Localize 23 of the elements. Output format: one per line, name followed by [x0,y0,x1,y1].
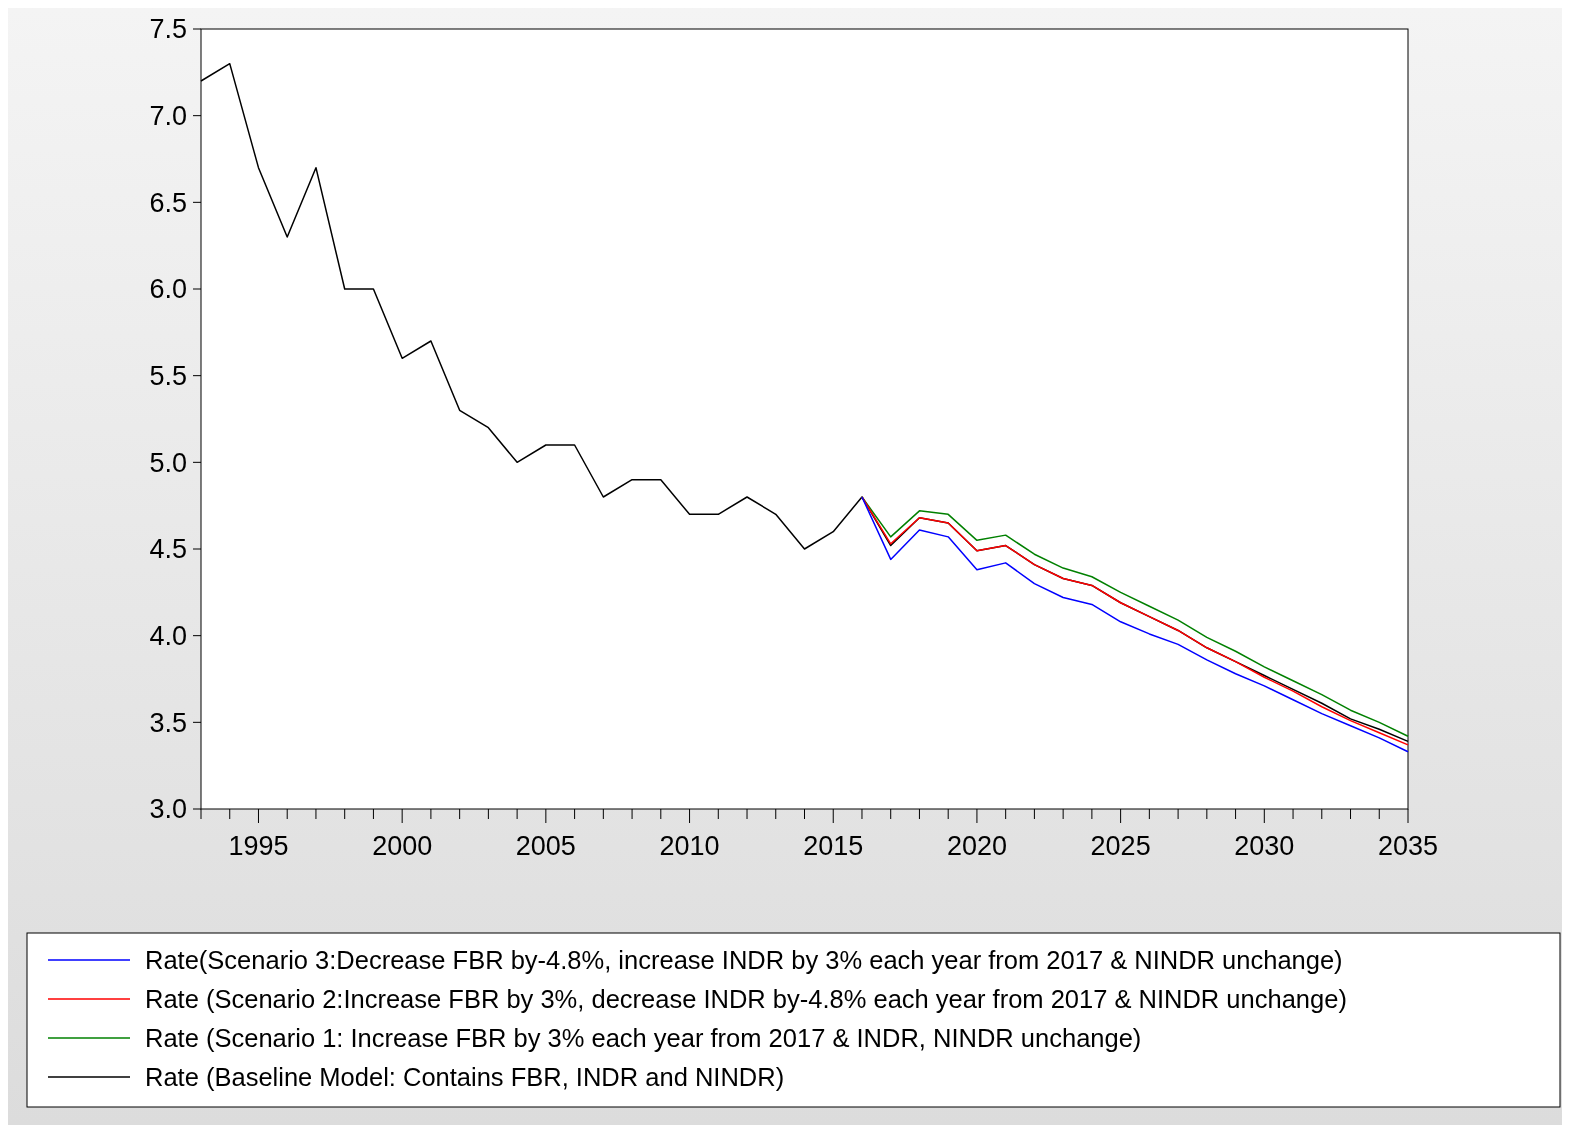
y-tick-label: 6.5 [149,187,187,218]
x-tick-label: 2020 [946,831,1007,861]
legend-label: Rate (Scenario 1: Increase FBR by 3% each year from 2017 & INDR, NINDR unchange) [145,1023,1142,1052]
x-tick-label: 2015 [803,831,864,861]
y-tick-label: 7.5 [149,14,187,45]
x-tick-label: 1995 [228,831,289,861]
y-tick-label: 7.0 [149,101,187,132]
x-tick-label: 2030 [1234,831,1295,861]
x-tick-label: 2000 [372,831,433,861]
y-tick-label: 5.0 [149,447,187,478]
legend-label: Rate(Scenario 3:Decrease FBR by-4.8%, increase INDR by 3% each year from 2017 & NINDR unchange) [145,945,1343,974]
legend-label: Rate (Scenario 2:Increase FBR by 3%, decrease INDR by-4.8% each year from 2017 & NINDR unchange) [145,984,1347,1013]
y-tick-label: 6.0 [149,274,187,305]
x-tick-label: 2025 [1090,831,1151,861]
y-tick-label: 3.0 [149,794,187,825]
y-tick-label: 4.0 [149,621,187,652]
x-tick-label: 2035 [1377,831,1439,861]
y-tick-label: 5.5 [149,361,187,392]
x-tick-label: 2010 [659,831,720,861]
legend-label: Rate (Baseline Model: Contains FBR, INDR and NINDR) [145,1062,785,1091]
x-tick-label: 2005 [515,831,576,861]
y-tick-label: 3.5 [149,707,187,738]
y-tick-label: 4.5 [149,534,187,565]
